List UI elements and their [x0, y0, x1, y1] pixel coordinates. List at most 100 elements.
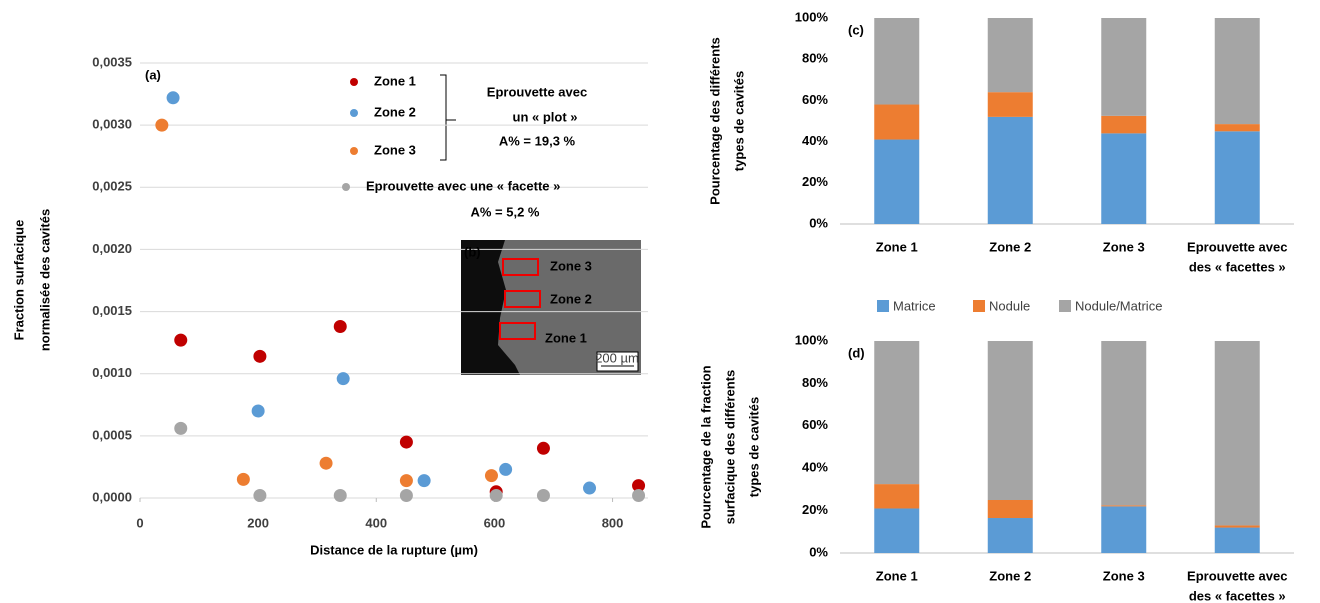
y-tick-label: 100%	[795, 9, 829, 24]
point	[536, 441, 550, 455]
y-tick-label: 0,0035	[92, 54, 132, 69]
y-axis-label: Fraction surfacique	[11, 220, 26, 341]
point	[253, 489, 267, 503]
point	[333, 319, 347, 333]
legend-label: Nodule/Matrice	[1075, 298, 1162, 313]
legend-swatch	[1059, 300, 1071, 312]
point	[536, 489, 550, 503]
legend-label: Eprouvette avec une « facette »	[366, 178, 560, 193]
x-tick-label: Zone 2	[989, 568, 1031, 583]
y-tick-label: 0%	[809, 544, 828, 559]
point	[174, 333, 188, 347]
legend-marker	[350, 147, 358, 155]
point	[174, 421, 188, 435]
annotation: un « plot »	[513, 109, 578, 124]
y-tick-label: 0,0000	[92, 489, 132, 504]
point	[155, 118, 169, 132]
y-tick-label: 80%	[802, 51, 828, 66]
zone-box	[502, 258, 539, 276]
bar-segment	[987, 92, 1033, 117]
x-tick-label: Zone 1	[876, 239, 918, 254]
bar-segment	[1101, 506, 1147, 553]
bar-segment	[874, 18, 920, 105]
point	[336, 372, 350, 386]
y-tick-label: 40%	[802, 133, 828, 148]
point	[251, 404, 265, 418]
y-tick-label: 0,0030	[92, 117, 132, 132]
legend-marker	[350, 78, 358, 86]
legend-label: Matrice	[893, 298, 936, 313]
x-tick-label: Eprouvette avec	[1187, 239, 1287, 254]
legend-marker	[342, 183, 350, 191]
x-tick-label: 600	[484, 515, 506, 530]
y-tick-label: 60%	[802, 92, 828, 107]
bar-segment	[874, 341, 920, 485]
bar-segment	[1214, 527, 1260, 553]
inset-zone-label: Zone 3	[550, 258, 592, 273]
y-axis-label: types de cavités	[731, 71, 746, 171]
point	[236, 472, 250, 486]
x-tick-label: 400	[365, 515, 387, 530]
x-tick-label: 800	[602, 515, 624, 530]
bar-segment	[1101, 505, 1147, 507]
x-tick-label: Zone 1	[876, 568, 918, 583]
y-axis-label: Pourcentage de la fraction	[698, 365, 713, 528]
y-axis-label: normalisée des cavités	[37, 209, 52, 351]
point	[632, 479, 646, 493]
point	[489, 489, 503, 503]
inset-zone-label: Zone 1	[545, 330, 587, 345]
bar-segment	[987, 18, 1033, 93]
bar-segment	[1214, 525, 1260, 528]
inset-image	[461, 240, 641, 375]
point	[632, 489, 646, 503]
bar-segment	[987, 500, 1033, 519]
annotation: A% = 5,2 %	[470, 204, 539, 219]
legend-label: Zone 3	[374, 142, 416, 157]
inset-zone-label: Zone 2	[550, 291, 592, 306]
bracket	[440, 74, 447, 161]
bar-segment	[1101, 115, 1147, 134]
bar-segment	[874, 139, 920, 224]
bar-segment	[874, 104, 920, 140]
x-tick-label: des « facettes »	[1189, 259, 1286, 274]
y-tick-label: 80%	[802, 375, 828, 390]
annotation: A% = 19,3 %	[499, 133, 576, 148]
bar-segment	[1101, 341, 1147, 506]
point	[399, 435, 413, 449]
bar-segment	[987, 116, 1033, 224]
bar-segment	[1214, 131, 1260, 224]
inset-scale-label: 200 µm	[595, 350, 639, 365]
point	[417, 474, 431, 488]
y-tick-label: 0,0005	[92, 427, 132, 442]
legend-label: Zone 2	[374, 104, 416, 119]
inset-dark-region	[461, 240, 520, 375]
y-tick-label: 0%	[809, 215, 828, 230]
x-tick-label: 200	[247, 515, 269, 530]
y-tick-label: 0,0025	[92, 179, 132, 194]
legend-marker	[350, 109, 358, 117]
bar-segment	[1214, 18, 1260, 125]
bar-segment	[1214, 341, 1260, 526]
point	[583, 481, 597, 495]
point	[399, 474, 413, 488]
y-tick-label: 100%	[795, 332, 829, 347]
y-tick-label: 60%	[802, 417, 828, 432]
x-tick-label: Zone 2	[989, 239, 1031, 254]
point	[319, 456, 333, 470]
zone-box	[499, 322, 536, 340]
bar-segment	[987, 518, 1033, 553]
point	[399, 489, 413, 503]
y-axis-label: Pourcentage des différents	[707, 37, 722, 205]
bar-segment	[1101, 18, 1147, 116]
y-axis-label: types de cavités	[746, 397, 761, 497]
panel-label: (d)	[848, 345, 865, 360]
bar-segment	[1101, 133, 1147, 224]
point	[499, 462, 513, 476]
y-tick-label: 20%	[802, 174, 828, 189]
point	[253, 349, 267, 363]
y-tick-label: 20%	[802, 502, 828, 517]
panel-label: (c)	[848, 22, 864, 37]
x-tick-label: 0	[136, 515, 143, 530]
annotation: Eprouvette avec	[487, 84, 587, 99]
point	[166, 91, 180, 105]
